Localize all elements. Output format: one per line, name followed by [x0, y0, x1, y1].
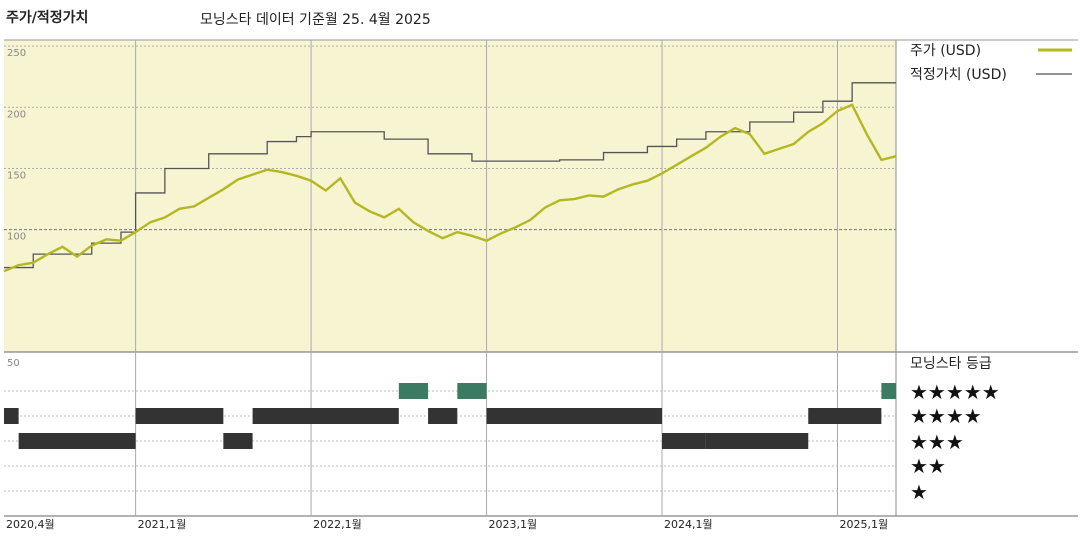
- rating-period-bar: [398, 383, 429, 399]
- price-panel-background: [4, 40, 896, 352]
- legend-price-label: 주가 (USD): [910, 43, 981, 59]
- fair-value-line: [4, 82, 896, 269]
- rating-period-bar: [252, 408, 399, 424]
- y-tick-label: 200: [7, 109, 26, 120]
- rating-period-bar: [428, 408, 458, 424]
- legend-2-stars: ★★: [910, 454, 946, 478]
- rating-period-bar: [4, 408, 19, 424]
- rating-period-bar: [457, 383, 487, 399]
- y-tick-label: 150: [7, 170, 26, 181]
- rating-period-bar: [662, 433, 706, 449]
- rating-period-bar: [223, 433, 253, 449]
- legend-5-stars: ★★★★★: [910, 380, 1000, 404]
- y-tick-label: 250: [7, 48, 26, 59]
- x-tick-label: 2023,1월: [489, 518, 538, 531]
- x-tick-label: 2024,1월: [664, 518, 713, 531]
- rating-period-bar: [808, 408, 882, 424]
- rating-period-bar: [881, 383, 896, 399]
- legend: 주가 (USD) 적정가치 (USD) 모닝스타 등급 ★★★★★ ★★★★ ★…: [910, 43, 1072, 504]
- rating-period-bar: [18, 433, 136, 449]
- chart-subtitle: 모닝스타 데이터 기준월 25. 4월 2025: [200, 12, 431, 28]
- x-tick-label: 2022,1월: [313, 518, 362, 531]
- price-line: [3, 103, 897, 273]
- legend-4-stars: ★★★★: [910, 404, 982, 428]
- rating-period-bar: [705, 433, 809, 449]
- legend-fair-label: 적정가치 (USD): [910, 67, 1007, 83]
- legend-3-stars: ★★★: [910, 430, 964, 454]
- legend-1-star: ★: [910, 480, 928, 504]
- rating-period-bar: [486, 408, 663, 424]
- y-axis: 50 100 150 200 250: [7, 48, 26, 369]
- legend-rating-title: 모닝스타 등급: [910, 356, 992, 372]
- chart-title: 주가/적정가치: [6, 10, 89, 26]
- rating-strip: [4, 383, 896, 449]
- y-tick-label: 50: [7, 358, 20, 369]
- rating-period-bar: [135, 408, 224, 424]
- x-tick-label: 2021,1월: [138, 518, 187, 531]
- x-tick-label: 2020,4월: [6, 518, 55, 531]
- x-axis: 2020,4월 2021,1월 2022,1월 2023,1월 2024,1월 2025,…: [6, 518, 888, 531]
- x-tick-label: 2025,1월: [840, 518, 889, 531]
- y-tick-label: 100: [7, 232, 26, 243]
